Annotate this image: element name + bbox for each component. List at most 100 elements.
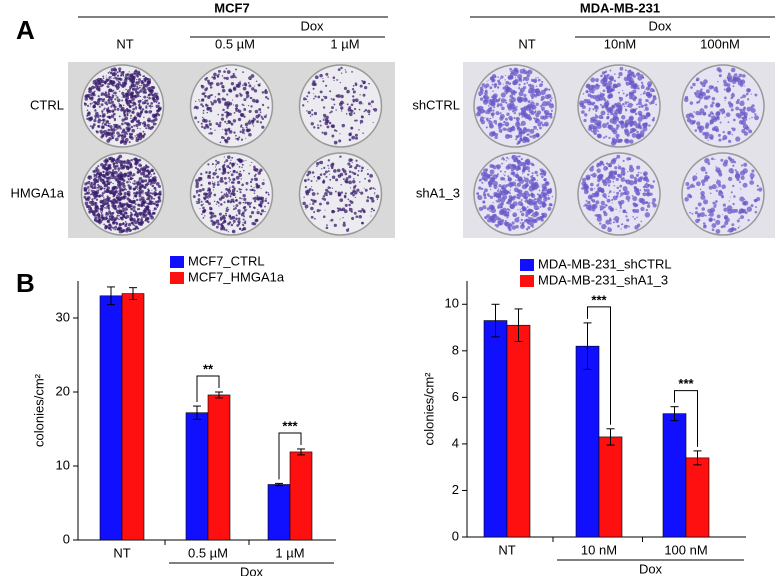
colony [120, 108, 124, 112]
colony [111, 188, 115, 192]
colony [618, 96, 621, 99]
colony [113, 105, 117, 109]
colony [212, 182, 216, 187]
colony [241, 103, 244, 106]
colony [253, 186, 255, 189]
colony [330, 98, 333, 100]
colony [612, 84, 617, 88]
colony [142, 201, 146, 205]
colony [120, 134, 123, 137]
colony [83, 195, 87, 199]
colony [306, 110, 308, 112]
colony [620, 223, 623, 226]
colony [525, 166, 531, 171]
colony [126, 129, 130, 133]
colony [516, 165, 521, 170]
colony [146, 165, 150, 169]
colony [220, 222, 223, 226]
colony [226, 117, 228, 119]
colony [369, 173, 374, 178]
colony [523, 219, 527, 223]
colony [610, 87, 615, 92]
colony [106, 120, 109, 123]
colony [591, 192, 597, 198]
colony [353, 211, 357, 215]
colony [106, 219, 111, 224]
colony [498, 201, 501, 203]
colony [111, 90, 114, 93]
colony [481, 175, 487, 181]
colony [745, 92, 749, 96]
colony [216, 183, 220, 187]
colony [488, 119, 491, 122]
colony [482, 201, 486, 204]
colony [515, 138, 518, 141]
colony [236, 190, 239, 192]
colony [241, 128, 245, 132]
colony [122, 195, 126, 199]
colony [368, 113, 371, 116]
colony [134, 195, 138, 198]
colony [126, 226, 131, 231]
colony [256, 99, 258, 101]
colony [518, 155, 521, 158]
colony [153, 172, 156, 175]
colony [206, 199, 209, 203]
colony [217, 123, 222, 128]
colony [88, 87, 91, 91]
colony [370, 215, 372, 217]
colony [523, 207, 527, 211]
colony [242, 201, 245, 204]
colony [111, 177, 114, 180]
colony [140, 121, 142, 124]
colony [594, 214, 596, 216]
colony [313, 176, 315, 178]
colony [114, 185, 118, 190]
colony [99, 173, 103, 177]
colony [128, 198, 132, 202]
colony [624, 101, 628, 104]
colony [105, 77, 107, 79]
colony [232, 231, 235, 233]
colony [339, 133, 341, 135]
colony [495, 193, 502, 199]
colony [624, 69, 627, 72]
colony [646, 112, 650, 116]
colony [213, 200, 216, 203]
colony [509, 98, 511, 101]
colony [645, 91, 651, 97]
colony [518, 91, 524, 97]
colony [697, 202, 702, 207]
colony [261, 115, 263, 117]
colony [743, 198, 746, 201]
colony [149, 105, 152, 108]
colony [625, 195, 631, 201]
colony [119, 104, 122, 107]
colony [125, 92, 129, 96]
colony [363, 187, 365, 189]
colony [123, 141, 127, 145]
colony [228, 130, 233, 134]
colony [133, 187, 136, 191]
colony [550, 97, 553, 100]
colony [108, 182, 111, 185]
colony [514, 73, 518, 77]
colony [246, 94, 250, 98]
colony [325, 226, 329, 230]
colony [214, 166, 217, 168]
colony [530, 92, 536, 98]
colony [637, 75, 643, 81]
colony [200, 200, 203, 203]
colony [652, 96, 657, 101]
colony [504, 180, 506, 182]
colony [138, 86, 141, 89]
colony [499, 103, 503, 107]
colony [711, 157, 714, 161]
colony [715, 90, 719, 93]
colony [709, 111, 714, 115]
colony [118, 208, 120, 210]
colony [631, 95, 637, 101]
colony [313, 211, 316, 214]
colony [136, 112, 140, 116]
colony [628, 166, 635, 173]
